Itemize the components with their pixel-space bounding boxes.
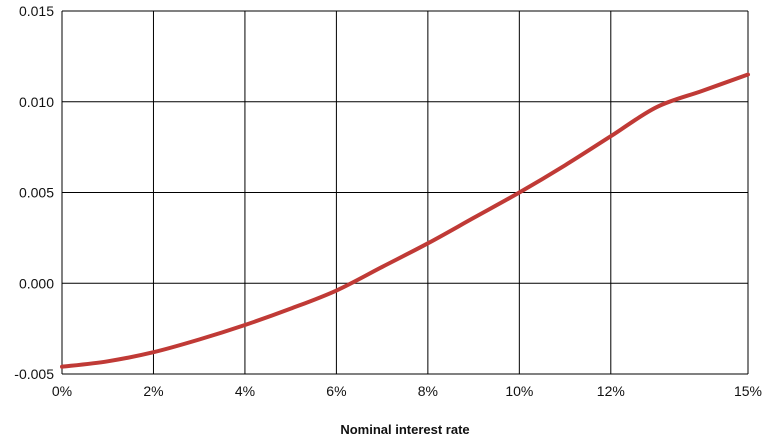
y-tick-label-4: 0.015 — [19, 3, 54, 19]
x-tick-label-6: 12% — [597, 383, 625, 399]
tick-labels: -0.005 0.000 0.005 0.010 0.015 0% 2% 4% 6% 8% 10% 1… — [14, 3, 762, 399]
x-tick-label-3: 6% — [326, 383, 346, 399]
series-layer — [60, 72, 750, 369]
x-tick-label-1: 2% — [143, 383, 163, 399]
x-tick-label-4: 8% — [418, 383, 438, 399]
y-tick-label-1: 0.000 — [19, 275, 54, 291]
y-tick-label-2: 0.005 — [19, 185, 54, 201]
x-tick-label-0: 0% — [52, 383, 72, 399]
x-tick-label-2: 4% — [235, 383, 255, 399]
y-tick-label-0: -0.005 — [14, 366, 54, 382]
x-axis-title: Nominal interest rate — [340, 422, 469, 437]
y-tick-label-3: 0.010 — [19, 94, 54, 110]
x-tick-label-5: 10% — [505, 383, 533, 399]
series-line-0 — [60, 72, 750, 369]
gridlines — [61, 10, 749, 375]
x-tick-label-7: 15% — [734, 383, 762, 399]
